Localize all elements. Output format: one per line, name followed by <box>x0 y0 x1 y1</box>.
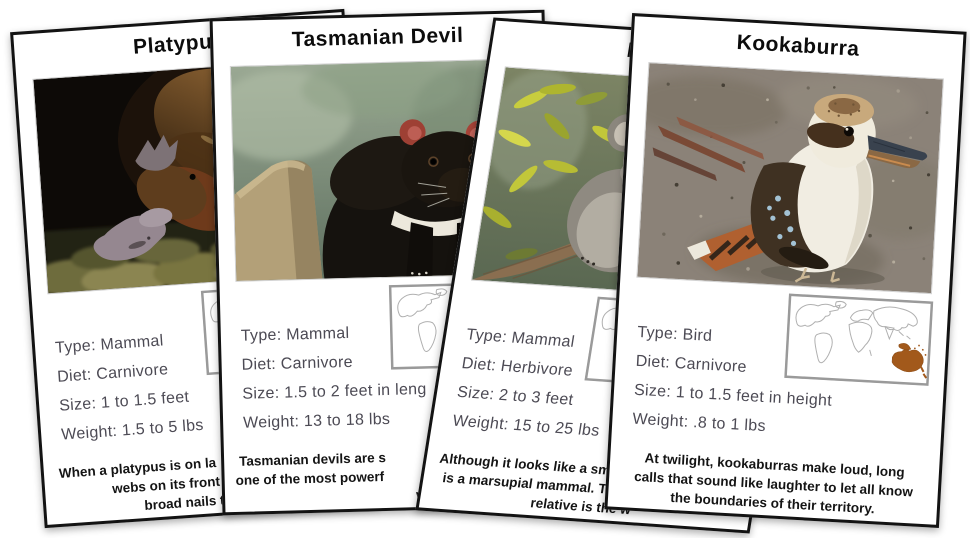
fact-weight: Weight: 13 to 18 lbs <box>242 410 391 432</box>
card-title: Kookaburra <box>736 30 861 61</box>
fact-list: Type: Mammal Diet: Carnivore Size: 1 to … <box>54 324 205 450</box>
card-description: At twilight, kookaburras make loud, long… <box>611 447 937 522</box>
kookaburra-photo <box>636 62 944 295</box>
animal-card-kookaburra: Kookaburra <box>604 13 967 528</box>
fact-size: Size: 1.5 to 2 feet in leng <box>242 380 427 403</box>
world-range-map <box>784 293 934 386</box>
fact-list: Type: Mammal Diet: Carnivore Size: 1.5 t… <box>241 317 428 438</box>
fact-list: Type: Mammal Diet: Herbivore Size: 2 to … <box>450 320 615 445</box>
fact-list: Type: Bird Diet: Carnivore Size: 1 to 1.… <box>632 318 836 445</box>
